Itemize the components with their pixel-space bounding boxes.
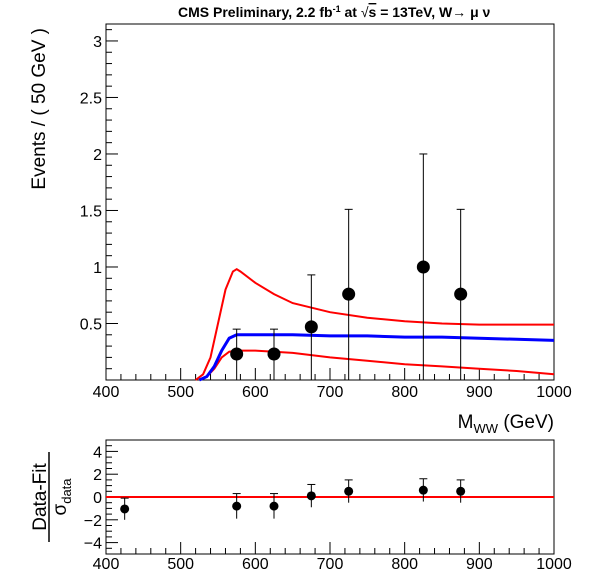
main-y-tick-label: 0.5 xyxy=(80,316,102,333)
residual-y-ticks: −4 −2 0 2 4 xyxy=(84,439,118,555)
main-plot-frame xyxy=(105,23,555,381)
residual-point xyxy=(418,485,428,495)
error-band-lower-line xyxy=(198,349,555,381)
main-x-tick-label: 900 xyxy=(466,384,493,401)
residual-y-tick-label: −4 xyxy=(84,536,102,553)
residual-y-label-numerator: Data-Fit xyxy=(30,463,51,531)
error-band-upper-line xyxy=(194,268,554,381)
residual-x-tick-label: 400 xyxy=(93,556,120,572)
residual-y-tick-label: 4 xyxy=(93,444,102,461)
data-point xyxy=(416,260,430,274)
residual-panel: 400 500 600 700 800 900 1000 −4 −2 0 2 4 Data-Fit … xyxy=(30,439,572,572)
data-point xyxy=(454,287,468,301)
data-point xyxy=(267,347,281,361)
y-axis-label: Events / ( 50 GeV ) xyxy=(29,28,50,190)
data-point xyxy=(304,320,318,334)
x-axis-label: MWW (GeV) xyxy=(458,412,554,436)
residual-y-tick-label: −2 xyxy=(84,513,102,530)
main-y-ticks: 0.5 1 1.5 2 2.5 3 xyxy=(80,29,118,381)
main-y-tick-label: 3 xyxy=(93,34,102,51)
fit-line xyxy=(198,333,555,382)
main-x-tick-label: 1000 xyxy=(536,384,572,401)
main-x-tick-label: 500 xyxy=(167,384,194,401)
residual-point xyxy=(269,501,279,511)
main-x-tick-label: 800 xyxy=(391,384,418,401)
main-panel: 400 500 600 700 800 900 1000 0.5 1 1.5 2 2.5 3 MWW … xyxy=(29,23,572,436)
main-x-tick-label: 400 xyxy=(93,384,120,401)
data-points xyxy=(230,153,468,380)
residual-x-tick-label: 800 xyxy=(391,556,418,572)
data-point xyxy=(230,347,244,361)
residual-x-tick-label: 1000 xyxy=(536,556,572,572)
residual-point xyxy=(306,491,316,501)
residual-point xyxy=(344,486,354,496)
main-y-tick-label: 2.5 xyxy=(80,90,102,107)
main-y-tick-label: 1 xyxy=(93,260,102,277)
main-x-tick-label: 700 xyxy=(317,384,344,401)
residual-x-ticks: 400 500 600 700 800 900 1000 xyxy=(93,542,572,572)
residual-x-tick-label: 600 xyxy=(242,556,269,572)
chart-title: CMS Preliminary, 2.2 fb-1 at √s = 13TeV,… xyxy=(178,4,491,20)
residual-y-tick-label: 2 xyxy=(93,467,102,484)
main-x-ticks: 400 500 600 700 800 900 1000 xyxy=(93,368,572,401)
main-y-tick-label: 2 xyxy=(93,147,102,164)
residual-point xyxy=(232,501,242,511)
main-x-tick-label: 600 xyxy=(242,384,269,401)
residual-y-tick-label: 0 xyxy=(93,490,102,507)
residual-y-label-denominator: σdata xyxy=(50,478,74,516)
residual-point xyxy=(456,486,466,496)
residual-x-tick-label: 700 xyxy=(317,556,344,572)
main-curves xyxy=(194,268,555,382)
data-point xyxy=(342,287,356,301)
residual-points xyxy=(120,478,466,520)
residual-x-tick-label: 500 xyxy=(167,556,194,572)
residual-x-tick-label: 900 xyxy=(466,556,493,572)
residual-point xyxy=(120,504,130,514)
main-y-tick-label: 1.5 xyxy=(80,203,102,220)
residual-y-axis-label: Data-Fit σdata xyxy=(30,452,74,542)
